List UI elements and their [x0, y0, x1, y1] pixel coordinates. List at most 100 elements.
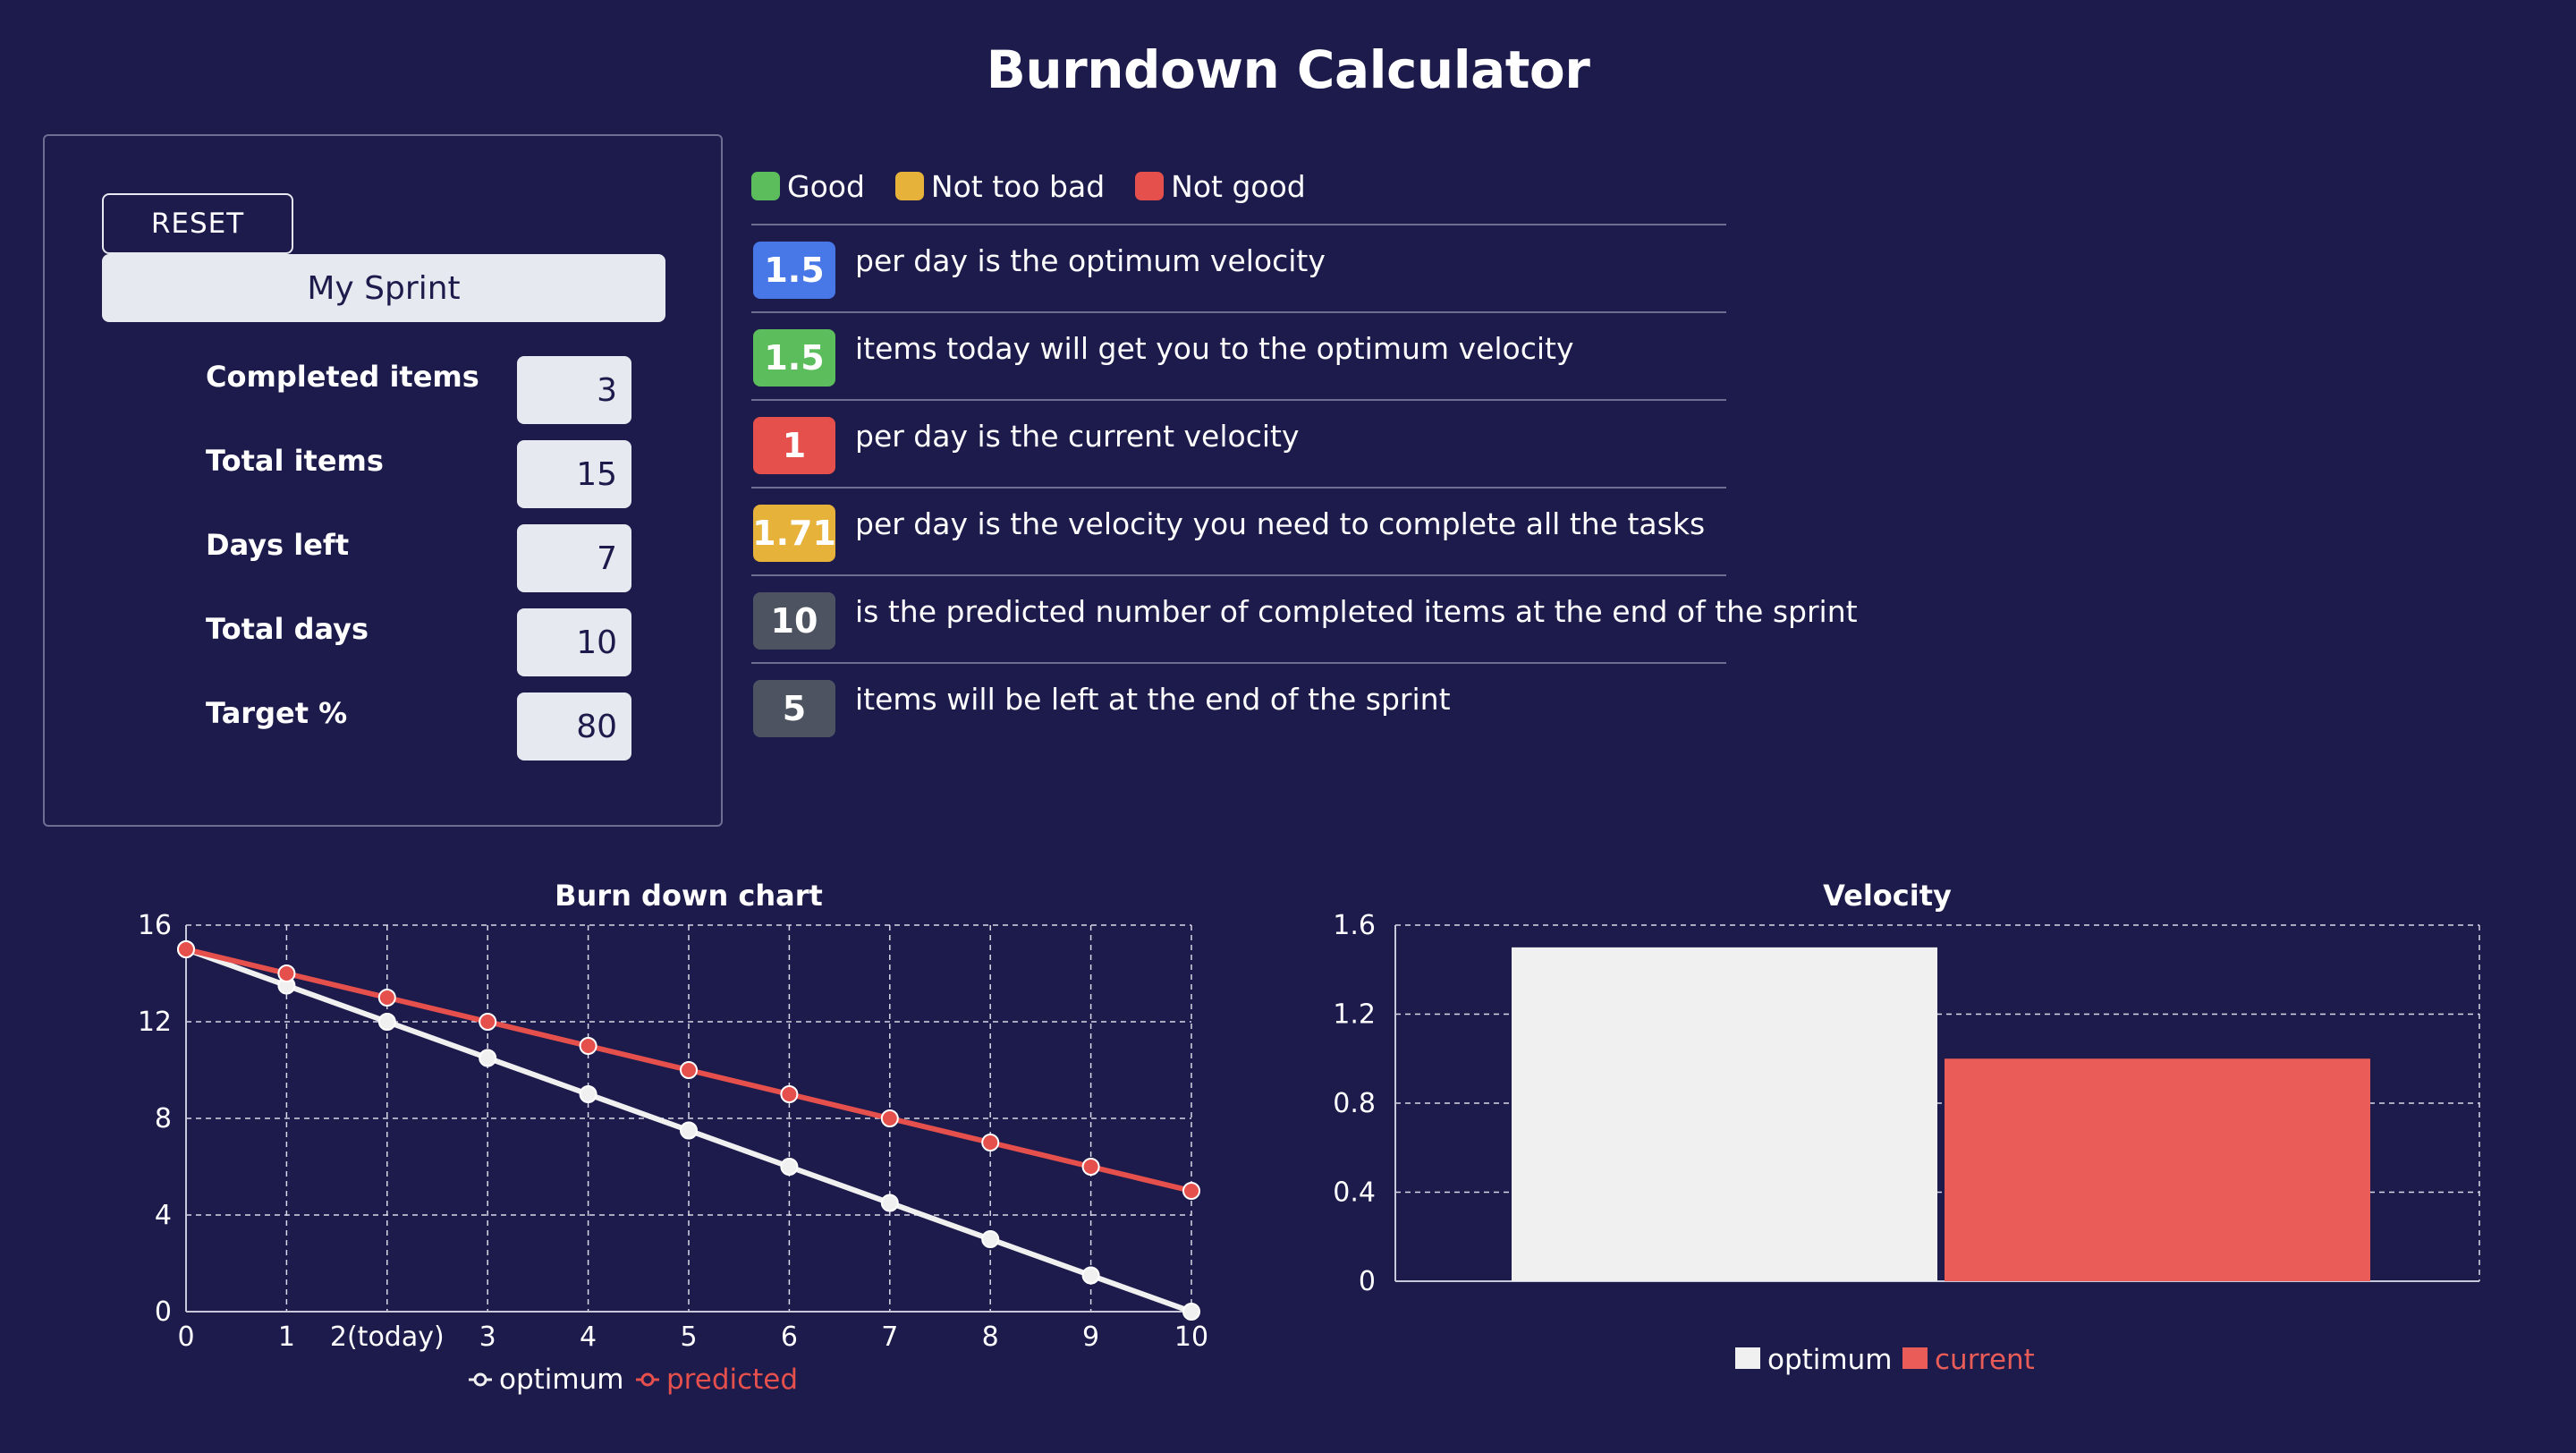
legend-good-swatch	[751, 172, 780, 200]
field-days-left: Days left	[206, 524, 631, 592]
stat-predicted-completed: 10 is the predicted number of completed …	[751, 574, 1858, 662]
stat-current-velocity: 1 per day is the current velocity	[751, 399, 1726, 487]
stat-badge: 1.5	[753, 242, 835, 299]
burndown-point-optimum	[780, 1158, 799, 1176]
target-percent-input[interactable]	[517, 693, 631, 760]
reset-button[interactable]: RESET	[102, 193, 293, 254]
burndown-point-predicted	[177, 940, 195, 958]
stat-items-left: 5 items will be left at the end of the s…	[751, 662, 1726, 750]
target-percent-label: Target %	[206, 696, 348, 730]
legend-not-good: Not good	[1135, 169, 1306, 204]
burndown-point-predicted	[1081, 1158, 1100, 1176]
burndown-legend-label-predicted: predicted	[666, 1364, 798, 1396]
stat-badge: 10	[753, 592, 835, 650]
burndown-x-tick-label: 10	[1174, 1321, 1208, 1353]
burndown-y-tick-label: 12	[138, 1007, 172, 1038]
stat-text: per day is the optimum velocity	[855, 243, 1326, 278]
stat-text: per day is the velocity you need to comp…	[855, 506, 1706, 541]
burndown-y-tick-label: 4	[155, 1200, 172, 1231]
field-completed-items: Completed items	[206, 356, 631, 424]
burndown-x-tick-label: 2(today)	[330, 1321, 445, 1353]
completed-items-label: Completed items	[206, 360, 479, 394]
stat-text: per day is the current velocity	[855, 419, 1300, 454]
total-items-label: Total items	[206, 444, 384, 478]
legend-not-good-label: Not good	[1171, 168, 1306, 204]
stat-badge: 1.5	[753, 329, 835, 387]
burndown-point-optimum	[880, 1194, 899, 1212]
burndown-point-optimum	[377, 1013, 396, 1031]
burndown-point-predicted	[377, 989, 396, 1007]
burndown-x-tick-label: 0	[177, 1321, 194, 1353]
burndown-legend-marker-optimum	[473, 1372, 487, 1387]
velocity-legend-swatch-current	[1902, 1347, 1928, 1369]
velocity-y-tick-label: 0.4	[1333, 1177, 1376, 1209]
burndown-point-optimum	[579, 1085, 597, 1103]
legend-good-label: Good	[787, 168, 865, 204]
stat-badge: 1.71	[752, 505, 836, 562]
velocity-y-tick-label: 1.2	[1333, 999, 1376, 1031]
velocity-legend-swatch-optimum	[1735, 1347, 1760, 1369]
legend-not-too-bad-swatch	[894, 172, 924, 200]
burndown-point-optimum	[1182, 1303, 1200, 1321]
legend-not-good-swatch	[1135, 172, 1165, 200]
burndown-point-predicted	[1182, 1182, 1200, 1200]
burndown-point-optimum	[981, 1230, 1000, 1248]
stat-required-velocity: 1.71 per day is the velocity you need to…	[751, 487, 1726, 574]
velocity-y-tick-label: 0.8	[1333, 1088, 1376, 1119]
burndown-chart: 0 4 8 12 16 0 1 2(today) 3 4 5 6 7 8 9 10 optimum predict…	[138, 910, 1208, 1396]
page-title: Burndown Calculator	[986, 39, 1590, 100]
total-days-input[interactable]	[517, 608, 631, 676]
burndown-x-tick-label: 4	[580, 1321, 597, 1353]
days-left-input[interactable]	[517, 524, 631, 592]
burndown-y-tick-label: 8	[155, 1103, 172, 1134]
velocity-legend-label-current: current	[1935, 1344, 2035, 1376]
burndown-point-predicted	[780, 1085, 799, 1103]
stats-list: 1.5 per day is the optimum velocity 1.5 …	[751, 224, 1858, 750]
total-items-input[interactable]	[517, 440, 631, 508]
burndown-x-tick-label: 6	[781, 1321, 798, 1353]
burndown-x-tick-label: 5	[680, 1321, 697, 1353]
burndown-point-predicted	[479, 1013, 497, 1031]
stat-optimum-velocity: 1.5 per day is the optimum velocity	[751, 224, 1726, 311]
burndown-x-tick-label: 7	[881, 1321, 898, 1353]
burndown-legend-marker-predicted	[640, 1372, 655, 1387]
burndown-x-tick-label: 3	[479, 1321, 496, 1353]
burndown-y-tick-label: 0	[155, 1296, 172, 1328]
burndown-x-tick-label: 9	[1082, 1321, 1099, 1353]
velocity-y-tick-label: 0	[1359, 1266, 1376, 1297]
stat-text: items will be left at the end of the spr…	[855, 682, 1451, 717]
sprint-form-panel: RESET Completed items Total items Days l…	[43, 134, 723, 827]
legend-not-too-bad-label: Not too bad	[930, 168, 1106, 204]
velocity-bar-current	[1945, 1058, 2370, 1281]
field-total-days: Total days	[206, 608, 631, 676]
velocity-bar-optimum	[1512, 947, 1937, 1281]
burndown-point-optimum	[1081, 1266, 1100, 1285]
burndown-point-predicted	[680, 1061, 698, 1079]
stat-items-today: 1.5 items today will get you to the opti…	[751, 311, 1726, 399]
stat-badge: 1	[753, 417, 835, 474]
burndown-x-tick-label: 8	[982, 1321, 999, 1353]
burndown-legend-label-optimum: optimum	[499, 1364, 623, 1396]
stat-text: items today will get you to the optimum …	[855, 331, 1574, 366]
stat-badge: 5	[753, 680, 835, 737]
days-left-label: Days left	[206, 528, 350, 562]
field-total-items: Total items	[206, 440, 631, 508]
stat-text: is the predicted number of completed ite…	[855, 594, 1858, 629]
velocity-chart: 0 0.4 0.8 1.2 1.6 optimum current	[1333, 910, 2480, 1376]
velocity-legend-label-optimum: optimum	[1767, 1344, 1892, 1376]
burndown-chart-title: Burn down chart	[555, 879, 823, 913]
field-target-percent: Target %	[206, 693, 631, 760]
burndown-point-predicted	[981, 1134, 1000, 1151]
velocity-y-tick-label: 1.6	[1333, 910, 1376, 941]
legend-good: Good	[751, 169, 865, 204]
burndown-point-optimum	[680, 1121, 698, 1140]
completed-items-input[interactable]	[517, 356, 631, 424]
legend-not-too-bad: Not too bad	[894, 168, 1106, 204]
burndown-point-optimum	[479, 1049, 497, 1067]
velocity-chart-title: Velocity	[1823, 879, 1952, 913]
sprint-name-input[interactable]	[102, 254, 665, 322]
burndown-y-tick-label: 16	[138, 910, 172, 941]
burndown-point-predicted	[277, 964, 296, 982]
burndown-point-predicted	[880, 1109, 899, 1127]
burndown-x-tick-label: 1	[278, 1321, 295, 1353]
